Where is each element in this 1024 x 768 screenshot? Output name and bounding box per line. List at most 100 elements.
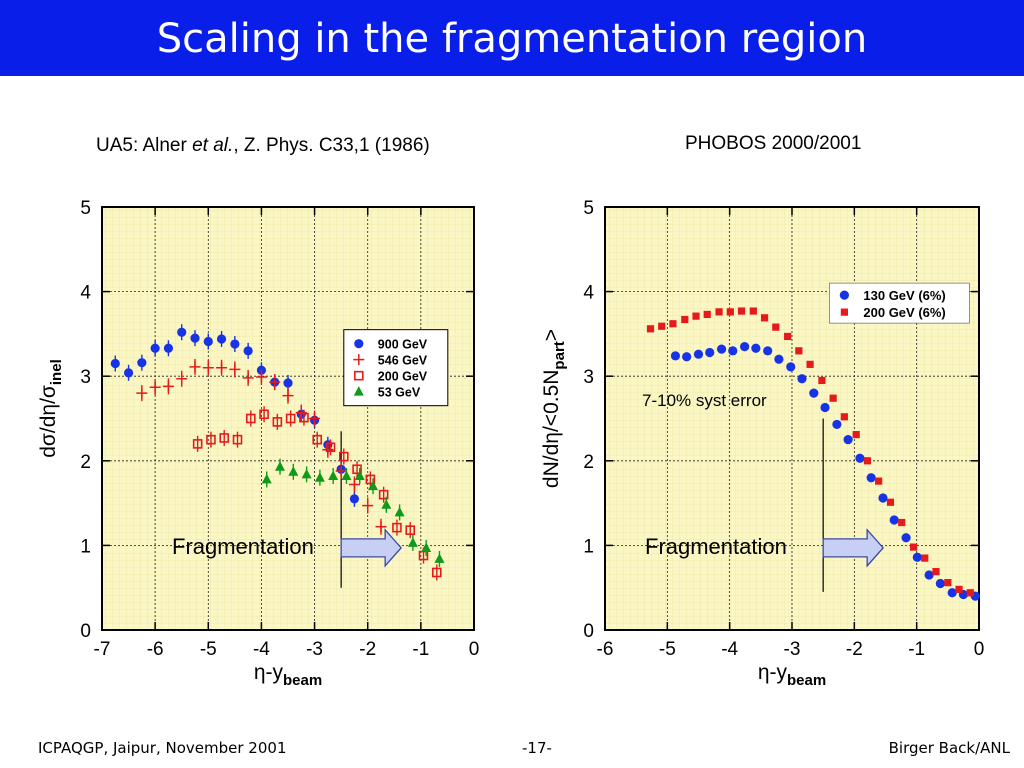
- data-point: [772, 323, 780, 331]
- fragmentation-arrow: [822, 528, 885, 568]
- data-point: [348, 478, 360, 490]
- data-point: [269, 376, 281, 388]
- data-point: [123, 368, 134, 378]
- title-bar: [0, 0, 1024, 76]
- footer-page-number: -17-: [522, 739, 552, 757]
- data-point: [670, 351, 681, 361]
- data-point: [295, 407, 307, 419]
- y-axis-label-post: >: [540, 329, 563, 341]
- x-tick-label: -3: [306, 639, 323, 660]
- data-point: [283, 378, 293, 388]
- data-point: [378, 489, 389, 500]
- data-point: [362, 500, 374, 512]
- data-point: [190, 333, 200, 343]
- data-point: [875, 477, 883, 485]
- x-tick-label: -5: [200, 639, 217, 660]
- data-point: [314, 472, 325, 482]
- data-point: [795, 347, 803, 355]
- data-point: [966, 589, 974, 597]
- data-point: [392, 522, 402, 533]
- data-point: [932, 568, 940, 576]
- x-axis-label-sub: beam: [283, 672, 322, 689]
- data-point: [726, 308, 734, 316]
- data-point: [898, 518, 906, 527]
- data-point: [354, 470, 365, 481]
- data-point: [693, 349, 704, 359]
- data-point: [749, 307, 757, 315]
- data-point: [784, 332, 792, 341]
- y-tick-label: 1: [583, 536, 594, 557]
- data-point: [243, 346, 253, 356]
- fragmentation-label: Fragmentation: [645, 534, 787, 559]
- data-point: [855, 453, 865, 463]
- plot-frame: [101, 206, 475, 631]
- left-chart-caption: UA5: Alner et al., Z. Phys. C33,1 (1986): [96, 135, 430, 157]
- x-tick-label: 0: [469, 639, 480, 660]
- data-point: [407, 537, 418, 547]
- footer-event: ICPAQGP, Jaipur, November 2001: [38, 739, 287, 757]
- data-point: [136, 387, 148, 399]
- x-axis-label-sub: beam: [787, 672, 826, 689]
- data-point: [255, 371, 267, 383]
- data-point: [832, 419, 842, 430]
- data-point: [921, 554, 929, 562]
- legend-label: 130 GeV (6%): [863, 288, 945, 303]
- data-point: [737, 307, 746, 315]
- data-point: [797, 374, 807, 384]
- series-53-gev: [261, 458, 445, 567]
- data-point: [806, 360, 814, 368]
- x-tick-label: -6: [597, 639, 614, 660]
- y-tick-label: 5: [583, 198, 594, 219]
- series-200-gev-6-: [646, 307, 974, 597]
- y-tick-label: 5: [80, 198, 91, 219]
- data-point: [192, 439, 203, 449]
- y-tick-label: 2: [80, 452, 91, 473]
- chart-2: -6 -5 -4 -3 -2 -1 0 0 1 2 3 4 5 η-ybeam dN/dη/<0.5Npar…: [540, 198, 984, 689]
- data-point: [820, 402, 830, 413]
- legend-marker: [839, 290, 850, 300]
- syst-error-note: 7-10% syst error: [642, 391, 767, 410]
- y-tick-label: 3: [80, 367, 91, 388]
- data-point: [935, 578, 945, 589]
- data-point: [703, 310, 711, 319]
- y-tick-label: 2: [583, 452, 594, 473]
- data-point: [843, 435, 853, 445]
- y-axis-label: dσ/dη/σinel: [37, 359, 65, 457]
- x-axis-label: η-ybeam: [254, 661, 322, 689]
- data-point: [368, 480, 379, 491]
- y-tick-label: 0: [583, 621, 594, 642]
- caption-left-italic: et al.: [192, 135, 234, 156]
- caption-left-post: , Z. Phys. C33,1 (1986): [233, 135, 430, 156]
- legend-marker: [840, 308, 848, 316]
- data-point: [909, 543, 918, 551]
- data-point: [328, 470, 339, 481]
- data-point: [863, 457, 872, 465]
- legend-marker: [353, 370, 364, 381]
- data-point: [866, 473, 876, 483]
- x-tick-label: -5: [659, 639, 676, 660]
- data-point: [163, 343, 174, 353]
- data-point: [282, 390, 294, 402]
- data-point: [692, 312, 700, 320]
- y-axis-label-main: dN/dη/<0.5N: [540, 370, 563, 489]
- data-point: [288, 466, 299, 476]
- data-point: [176, 373, 188, 385]
- data-point: [786, 362, 796, 372]
- data-point: [681, 315, 689, 324]
- series-200-gev: [192, 406, 442, 581]
- data-point: [349, 494, 360, 504]
- data-point: [229, 363, 241, 375]
- footer-author: Birger Back/ANL: [888, 739, 1010, 757]
- x-tick-label: -1: [412, 639, 429, 660]
- data-point: [206, 434, 216, 445]
- series-546-gev: [136, 358, 387, 535]
- x-tick-label: -2: [359, 639, 376, 660]
- data-point: [740, 341, 750, 352]
- data-point: [365, 474, 376, 485]
- data-point: [352, 464, 362, 475]
- legend-label: 200 GeV: [378, 370, 428, 384]
- data-point: [886, 498, 895, 506]
- data-point: [924, 570, 934, 580]
- data-point: [715, 308, 723, 316]
- x-tick-label: -6: [147, 639, 164, 660]
